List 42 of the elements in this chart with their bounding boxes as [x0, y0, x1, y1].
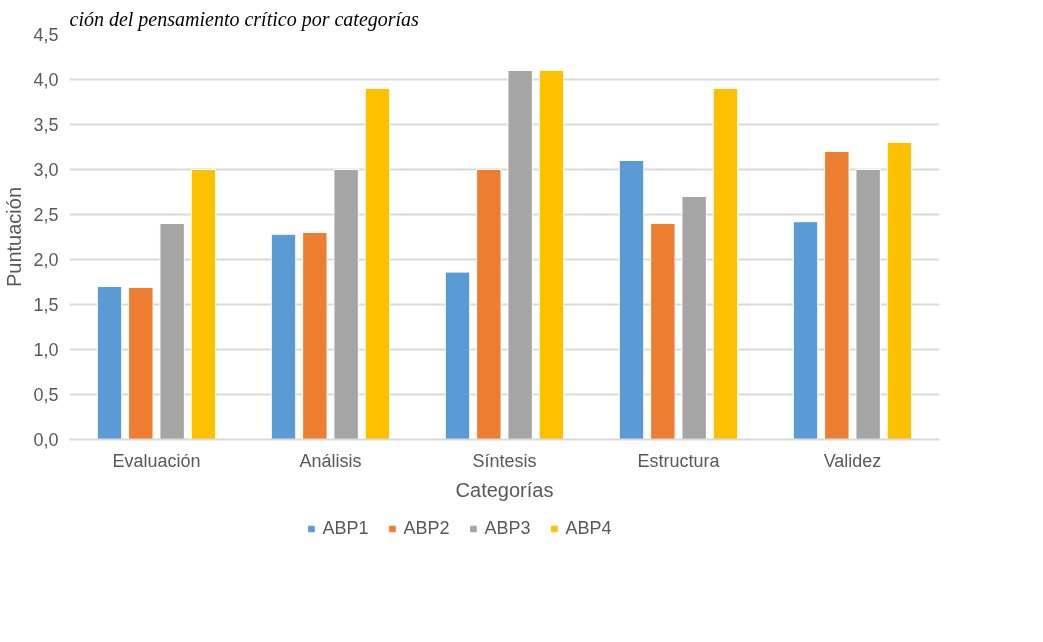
- y-tick-label: 3,0: [33, 160, 59, 180]
- bar: [886, 142, 913, 440]
- x-tick-label: Evaluación: [112, 450, 201, 471]
- bar: [650, 223, 676, 440]
- bar: [538, 70, 565, 440]
- y-tick-label: 2,0: [33, 250, 59, 270]
- bar: [712, 88, 739, 440]
- bar: [128, 286, 154, 440]
- bar: [302, 232, 328, 440]
- bar: [792, 221, 819, 440]
- bar: [824, 151, 850, 440]
- bar: [444, 271, 471, 440]
- bar: [476, 169, 502, 440]
- bar: [333, 169, 359, 440]
- x-tick-label: Estructura: [637, 450, 721, 471]
- bar: [159, 223, 185, 440]
- y-tick-label: 0,0: [33, 430, 59, 450]
- x-tick-label: Síntesis: [472, 450, 537, 471]
- legend-label: ABP1: [322, 517, 369, 539]
- x-tick-label: Validez: [823, 450, 882, 471]
- y-tick-label: 1,5: [33, 295, 59, 315]
- x-axis-title: Categorías: [455, 478, 554, 501]
- bar: [190, 169, 217, 440]
- y-tick-label: 4,5: [33, 25, 59, 45]
- y-tick-label: 2,5: [33, 205, 59, 225]
- bar: [270, 233, 297, 440]
- legend-label: ABP3: [484, 517, 531, 539]
- bar: [618, 160, 645, 440]
- y-tick-label: 3,5: [33, 115, 59, 135]
- y-tick-label: 0,5: [33, 385, 59, 405]
- bar: [681, 196, 707, 440]
- y-tick-label: 4,0: [33, 70, 59, 90]
- legend-label: ABP2: [403, 517, 450, 539]
- bar: [364, 88, 391, 440]
- bar: [507, 70, 533, 440]
- y-axis-title: Puntuación: [3, 186, 26, 288]
- legend-label: ABP4: [565, 517, 612, 539]
- y-tick-label: 1,0: [33, 340, 59, 360]
- chart-title: ción del pensamiento crítico por categorías: [69, 7, 420, 31]
- bar: [96, 286, 123, 440]
- x-tick-label: Análisis: [299, 450, 362, 471]
- bar: [855, 169, 881, 440]
